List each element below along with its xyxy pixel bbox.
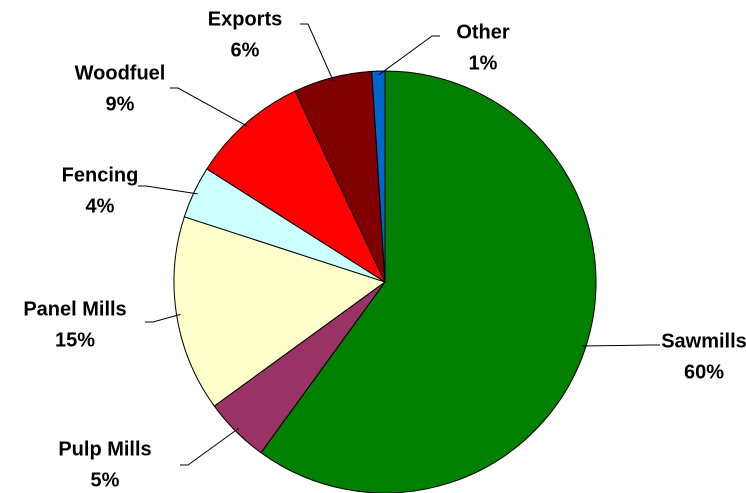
leader-line: [145, 313, 181, 323]
slice-value-label: 60%: [684, 361, 724, 383]
slice-value-label: 5%: [91, 469, 120, 491]
slice-value-label: 6%: [231, 39, 260, 61]
slice-value-label: 1%: [469, 52, 498, 74]
leader-line: [581, 344, 660, 347]
slice-label: Other: [456, 21, 510, 43]
leader-line: [180, 427, 239, 466]
slice-label: Panel Mills: [23, 298, 126, 320]
pie-slice: [371, 70, 386, 283]
slice-value-label: 4%: [86, 195, 115, 217]
slice-value-label: 15%: [55, 329, 95, 351]
slice-value-label: 9%: [106, 93, 135, 115]
slice-label: Pulp Mills: [58, 438, 151, 460]
leader-line: [300, 23, 334, 82]
leader-line: [378, 35, 440, 76]
slice-label: Fencing: [62, 164, 139, 186]
slice-label: Woodfuel: [75, 62, 166, 84]
slice-label: Exports: [208, 8, 282, 30]
leader-line: [170, 87, 249, 128]
pie-slice: [260, 70, 597, 493]
pie-slice: [206, 90, 387, 284]
slice-label: Sawmills: [661, 330, 746, 352]
leader-line: [138, 185, 198, 195]
